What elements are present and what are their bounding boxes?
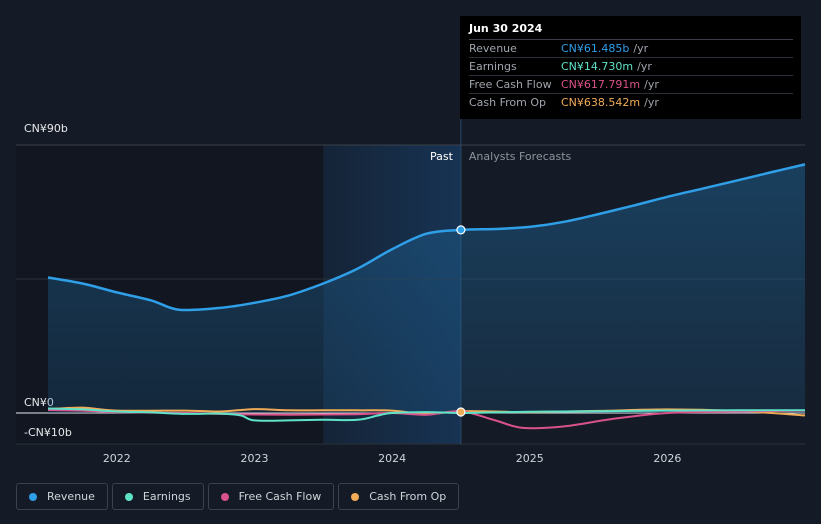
legend-item-free-cash-flow[interactable]: Free Cash Flow xyxy=(207,483,335,510)
tooltip-unit: /yr xyxy=(644,96,659,109)
tooltip-label: Free Cash Flow xyxy=(469,78,552,91)
legend-item-revenue[interactable]: Revenue xyxy=(16,483,108,510)
tooltip-row-free-cash-flow: Free Cash Flow CN¥617.791m /yr xyxy=(469,76,793,94)
legend-item-earnings[interactable]: Earnings xyxy=(111,483,204,510)
tooltip-row-revenue: Revenue CN¥61.485b /yr xyxy=(469,40,793,58)
legend-label: Earnings xyxy=(142,490,191,503)
chart-area: CN¥90b CN¥0 -CN¥10b Past Analysts Forecasts 2… xyxy=(16,118,806,465)
tooltip-unit: /yr xyxy=(644,78,659,91)
series-line-earnings xyxy=(47,407,805,422)
x-tick-label: 2023 xyxy=(240,452,268,465)
tooltip-value: CN¥638.542m xyxy=(561,96,641,109)
revenue-marker xyxy=(456,225,466,235)
tooltip-row-cash-from-op: Cash From Op CN¥638.542m /yr xyxy=(469,94,793,111)
past-label: Past xyxy=(430,150,454,163)
forecast-label: Analysts Forecasts xyxy=(469,150,572,163)
cash-from-op-marker xyxy=(456,407,466,417)
legend-dot-icon xyxy=(124,492,133,501)
y-tick-label: CN¥90b xyxy=(24,122,68,135)
tooltip-value: CN¥61.485b xyxy=(561,42,630,55)
tooltip-unit: /yr xyxy=(633,42,649,55)
y-tick-label: CN¥0 xyxy=(24,396,54,409)
series-line-revenue xyxy=(47,163,806,312)
tooltip-row-earnings: Earnings CN¥14.730m /yr xyxy=(469,58,793,76)
tooltip-label: Cash From Op xyxy=(469,96,547,109)
legend-label: Revenue xyxy=(47,490,95,503)
x-tick-label: 2025 xyxy=(516,452,544,465)
legend-dot-icon xyxy=(351,492,360,501)
tooltip-value: CN¥14.730m xyxy=(561,60,634,73)
x-tick-label: 2026 xyxy=(653,452,681,465)
tooltip-value: CN¥617.791m xyxy=(561,78,641,91)
x-tick-label: 2024 xyxy=(378,452,406,465)
tooltip: Jun 30 2024 Revenue CN¥61.485b /yr Earni… xyxy=(460,16,801,119)
tooltip-date: Jun 30 2024 xyxy=(469,22,793,40)
legend-label: Free Cash Flow xyxy=(238,490,322,503)
y-tick-label: -CN¥10b xyxy=(24,426,72,439)
legend-dot-icon xyxy=(220,492,229,501)
tooltip-unit: /yr xyxy=(637,60,652,73)
revenue-area xyxy=(48,164,805,413)
tooltip-label: Revenue xyxy=(469,42,517,55)
legend-dot-icon xyxy=(29,492,37,501)
tooltip-label: Earnings xyxy=(469,60,517,73)
legend-item-cash-from-op[interactable]: Cash From Op xyxy=(338,483,460,510)
x-tick-label: 2022 xyxy=(103,452,131,465)
legend-label: Cash From Op xyxy=(369,490,447,503)
legend: Revenue Earnings Free Cash Flow Cash Fro… xyxy=(16,483,463,510)
